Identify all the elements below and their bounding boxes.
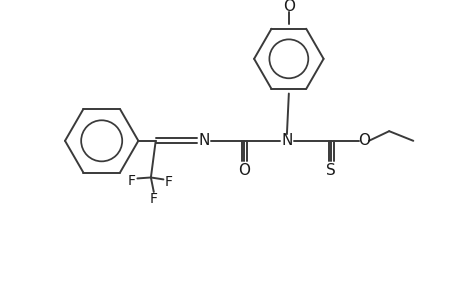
Text: N: N <box>198 133 209 148</box>
Text: F: F <box>150 192 157 206</box>
Text: F: F <box>164 175 172 189</box>
Text: O: O <box>238 163 250 178</box>
Text: N: N <box>280 133 292 148</box>
Text: O: O <box>282 0 294 14</box>
Text: F: F <box>127 174 135 188</box>
Text: S: S <box>326 163 336 178</box>
Text: O: O <box>357 133 369 148</box>
